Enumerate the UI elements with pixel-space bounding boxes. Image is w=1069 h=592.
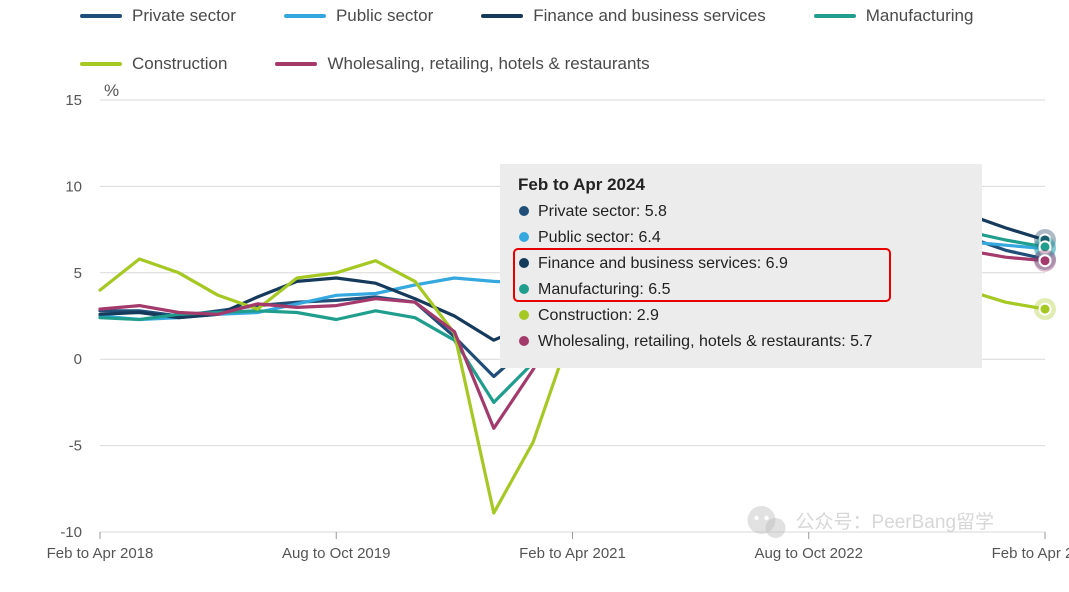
x-tick-label: Feb to Apr 2024 [992,545,1069,562]
tooltip-row: Manufacturing: 6.5 [538,281,671,298]
y-tick-label: 5 [74,265,82,282]
tooltip-row: Construction: 2.9 [538,307,659,324]
legend-swatch [481,14,523,18]
tooltip-dot [519,336,529,346]
y-tick-label: 0 [74,351,82,368]
tooltip: Feb to Apr 2024 Private sector: 5.8 Public… [500,164,982,368]
tooltip-title: Feb to Apr 2024 [518,175,645,194]
end-marker-wholesale[interactable] [1041,256,1050,265]
legend-swatch [80,14,122,18]
x-tick-label: Aug to Oct 2022 [755,545,863,562]
legend-label: Private sector [132,6,236,26]
tooltip-row: Wholesaling, retailing, hotels & restaur… [538,333,873,350]
chart-container: Private sector Public sector Finance and b… [0,0,1069,592]
legend-item-wholesale[interactable]: Wholesaling, retailing, hotels & restaur… [275,54,649,74]
legend-item-public[interactable]: Public sector [284,6,433,26]
legend-label: Public sector [336,6,433,26]
legend-item-manuf[interactable]: Manufacturing [814,6,974,26]
legend-item-finance[interactable]: Finance and business services [481,6,765,26]
y-tick-label: 10 [65,178,82,195]
y-tick-label: 15 [65,92,82,109]
legend-label: Manufacturing [866,6,974,26]
tooltip-dot [519,284,529,294]
end-marker-constr[interactable] [1041,305,1050,314]
tooltip-row: Public sector: 6.4 [538,229,661,246]
tooltip-row: Private sector: 5.8 [538,203,667,220]
legend-item-constr[interactable]: Construction [80,54,227,74]
legend-swatch [275,62,317,66]
legend-label: Wholesaling, retailing, hotels & restaur… [327,54,649,74]
y-unit-label: % [104,81,119,100]
x-tick-label: Aug to Oct 2019 [282,545,390,562]
legend-label: Finance and business services [533,6,765,26]
legend-swatch [284,14,326,18]
tooltip-dot [519,258,529,268]
legend-label: Construction [132,54,227,74]
x-tick-label: Feb to Apr 2021 [519,545,626,562]
tooltip-dot [519,206,529,216]
legend-swatch [80,62,122,66]
plot-area: -10 -5 0 5 10 15% Feb to Apr 2018 Aug to Oct 20… [0,72,1069,592]
x-tick-label: Feb to Apr 2018 [47,545,154,562]
tooltip-dot [519,232,529,242]
watermark: 公众号：PeerBang留学 [748,506,995,538]
legend-item-private[interactable]: Private sector [80,6,236,26]
tooltip-dot [519,310,529,320]
tooltip-row: Finance and business services: 6.9 [538,255,788,272]
legend-swatch [814,14,856,18]
svg-text:公众号：PeerBang留学: 公众号：PeerBang留学 [796,511,995,533]
y-tick-label: -10 [60,524,82,541]
y-tick-label: -5 [69,438,82,455]
